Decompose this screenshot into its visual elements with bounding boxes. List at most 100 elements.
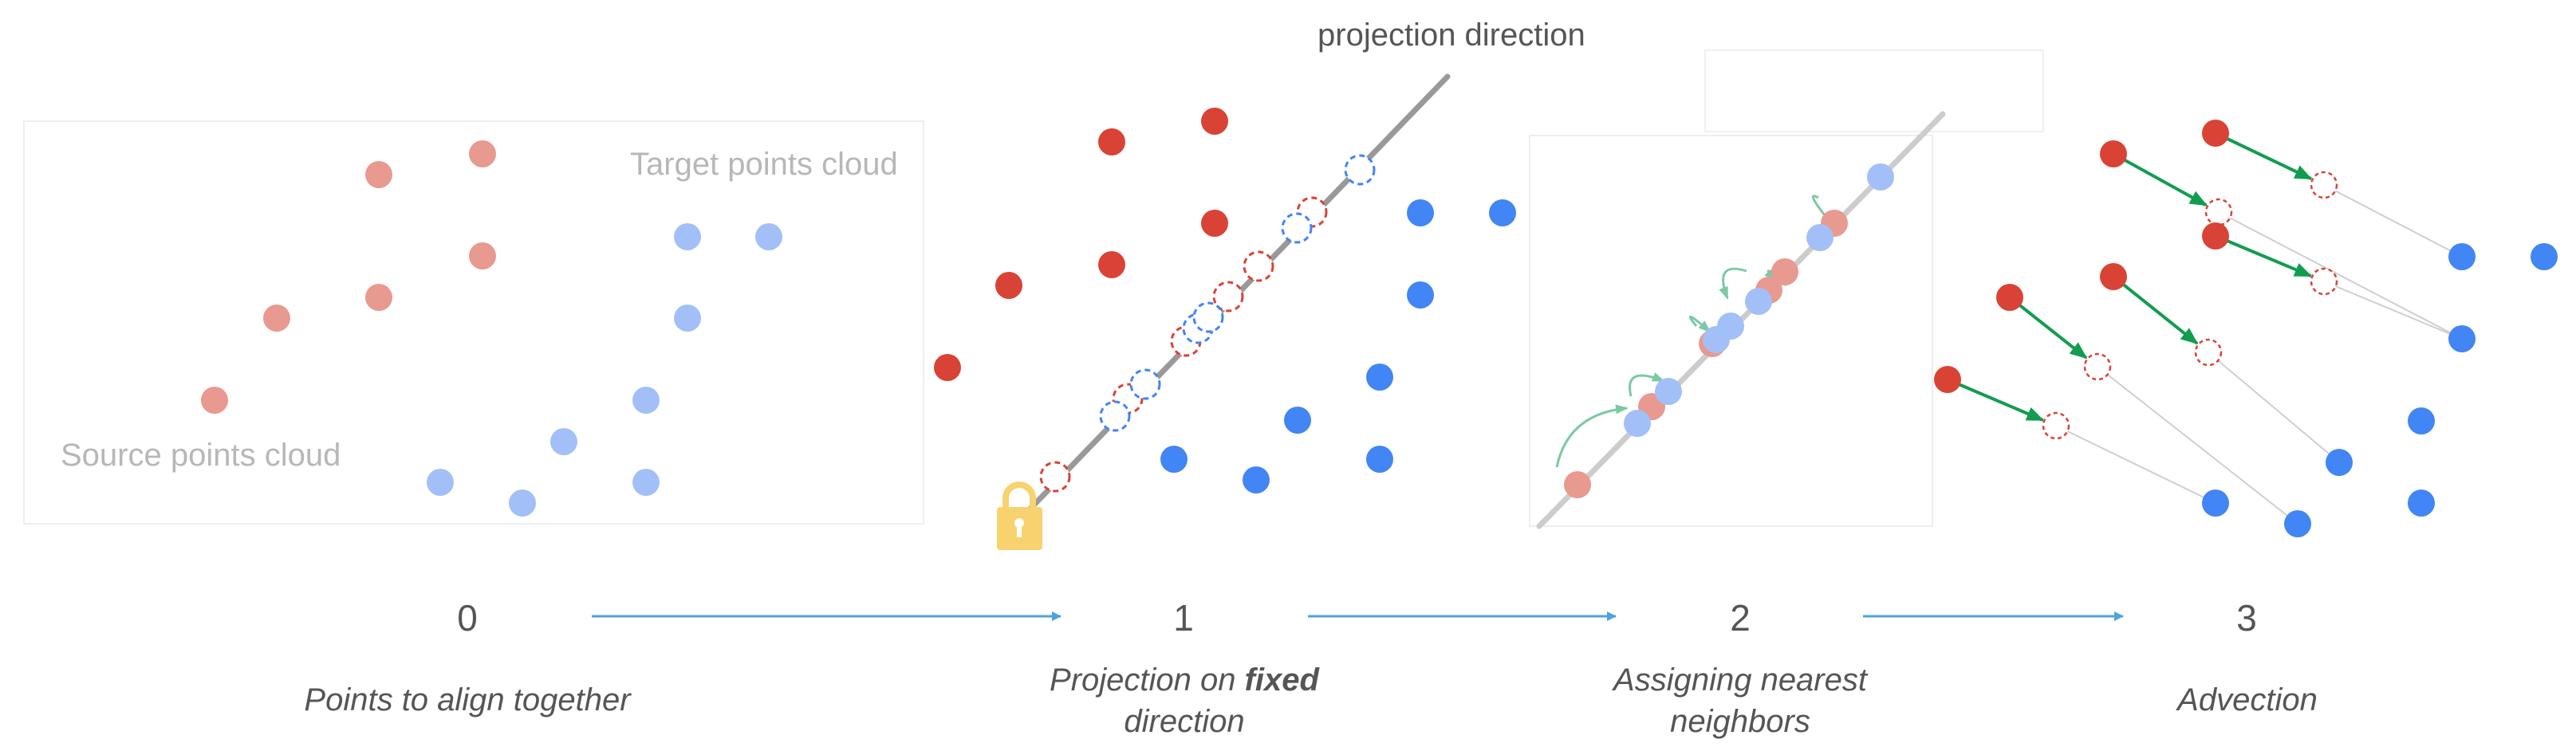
- target-point-1-6: [1243, 466, 1270, 493]
- advection-arrow-3: [2112, 275, 2199, 345]
- overlay-layer: [1039, 120, 2558, 537]
- sorted-source-4: [1771, 258, 1798, 285]
- step-caption-0: Points to align together: [304, 682, 631, 718]
- projected-target-4: [1281, 212, 1313, 244]
- source-point-3-0: [2202, 120, 2229, 147]
- sorted-target-6: [1867, 163, 1894, 191]
- target-point-1-0: [1407, 199, 1434, 226]
- sorted-source-0: [1564, 471, 1591, 498]
- sorted-target-0: [1624, 410, 1651, 437]
- target-point-3-3: [2408, 407, 2435, 434]
- advection-arrow-5: [1947, 378, 2045, 422]
- target-point-3-2: [2448, 325, 2476, 352]
- target-point-1-1: [1489, 199, 1516, 226]
- matching-arrow-3: [1719, 267, 1747, 300]
- advected-position-3: [2194, 338, 2223, 367]
- advected-position-4: [2083, 352, 2112, 381]
- target-point-0-5: [427, 469, 454, 496]
- source-point-0-5: [201, 387, 228, 414]
- target-point-3-0: [2448, 243, 2476, 270]
- advection-link-1: [2218, 211, 2463, 340]
- source-point-1-0: [1201, 108, 1228, 135]
- projected-source-0: [1039, 461, 1071, 493]
- step-number-2: 2: [1730, 597, 1751, 639]
- source-point-3-4: [1996, 284, 2023, 311]
- source-cloud-label: Source points cloud: [61, 438, 341, 473]
- target-point-1-2: [1407, 281, 1434, 309]
- target-point-0-6: [509, 490, 536, 517]
- matching-arrow-1: [1629, 372, 1665, 397]
- target-point-0-0: [674, 223, 701, 250]
- sorted-target-1: [1655, 378, 1682, 405]
- sorted-target-5: [1806, 224, 1834, 251]
- projected-target-1: [1129, 368, 1161, 400]
- projected-target-3: [1192, 301, 1224, 333]
- step-number-3: 3: [2236, 597, 2257, 639]
- projected-source-4: [1243, 250, 1274, 282]
- projection-direction-label: projection direction: [1318, 18, 1585, 53]
- panel-2-inset-frame: [1704, 49, 2044, 132]
- advected-position-0: [2310, 171, 2338, 199]
- source-point-0-1: [365, 161, 392, 188]
- advection-arrow-1: [2113, 152, 2208, 207]
- step-caption-1-post: direction: [1124, 704, 1245, 739]
- advected-position-2: [2310, 267, 2338, 296]
- advection-link-3: [2208, 352, 2340, 463]
- advection-link-0: [2323, 184, 2463, 258]
- source-point-0-2: [469, 242, 496, 269]
- source-point-1-4: [995, 272, 1022, 299]
- target-point-1-5: [1160, 446, 1188, 473]
- projected-source-3: [1212, 281, 1244, 313]
- target-point-3-5: [2202, 490, 2229, 517]
- target-point-3-4: [2326, 449, 2353, 476]
- source-point-3-2: [2202, 222, 2229, 250]
- projected-target-0: [1099, 400, 1131, 432]
- step-caption-1-pre: Projection on: [1050, 663, 1245, 698]
- target-point-3-6: [2284, 510, 2311, 537]
- target-point-0-7: [632, 469, 660, 496]
- advected-position-1: [2204, 198, 2233, 226]
- step-caption-1: Projection on fixed direction: [1013, 659, 1356, 742]
- target-point-0-4: [550, 428, 577, 455]
- target-point-1-3: [1366, 364, 1393, 391]
- advection-link-4: [2097, 366, 2298, 525]
- source-point-3-1: [2100, 140, 2127, 167]
- advection-arrow-2: [2215, 234, 2313, 277]
- source-point-0-4: [263, 305, 290, 332]
- advection-link-2: [2323, 281, 2463, 340]
- target-point-0-2: [674, 305, 701, 332]
- panel-2-frame: [1529, 135, 1933, 527]
- advection-link-5: [2055, 425, 2216, 504]
- source-point-1-1: [1098, 128, 1125, 155]
- lock-icon: [997, 482, 1042, 550]
- sorted-target-3: [1717, 313, 1744, 340]
- advection-arrow-4: [2008, 296, 2088, 360]
- source-point-1-5: [934, 354, 961, 381]
- source-point-0-0: [469, 140, 496, 167]
- target-point-0-3: [632, 387, 660, 414]
- step-number-0: 0: [457, 597, 478, 639]
- step-number-1: 1: [1173, 597, 1194, 639]
- step-caption-3: Advection: [2177, 682, 2318, 718]
- projected-target-5: [1344, 154, 1376, 186]
- matching-arrow-0: [1555, 404, 1629, 468]
- source-point-1-3: [1098, 251, 1125, 278]
- target-point-1-7: [1366, 446, 1393, 473]
- panel-0-frame: [23, 120, 924, 525]
- target-point-1-4: [1284, 407, 1311, 434]
- target-point-3-1: [2531, 243, 2558, 270]
- target-cloud-label: Target points cloud: [630, 147, 898, 182]
- source-point-3-3: [2100, 263, 2127, 290]
- advection-arrow-0: [2215, 132, 2313, 181]
- step-caption-2: Assigning nearest neighbors: [1613, 663, 1867, 739]
- target-point-0-1: [755, 223, 782, 250]
- source-point-3-5: [1934, 366, 1961, 393]
- step-caption-1-bold: fixed: [1244, 663, 1319, 698]
- source-point-1-2: [1201, 210, 1228, 237]
- target-point-3-7: [2408, 490, 2435, 517]
- sorted-target-4: [1745, 288, 1772, 315]
- advected-position-5: [2042, 411, 2070, 440]
- points-layer: [201, 108, 1516, 517]
- source-point-0-3: [365, 284, 392, 311]
